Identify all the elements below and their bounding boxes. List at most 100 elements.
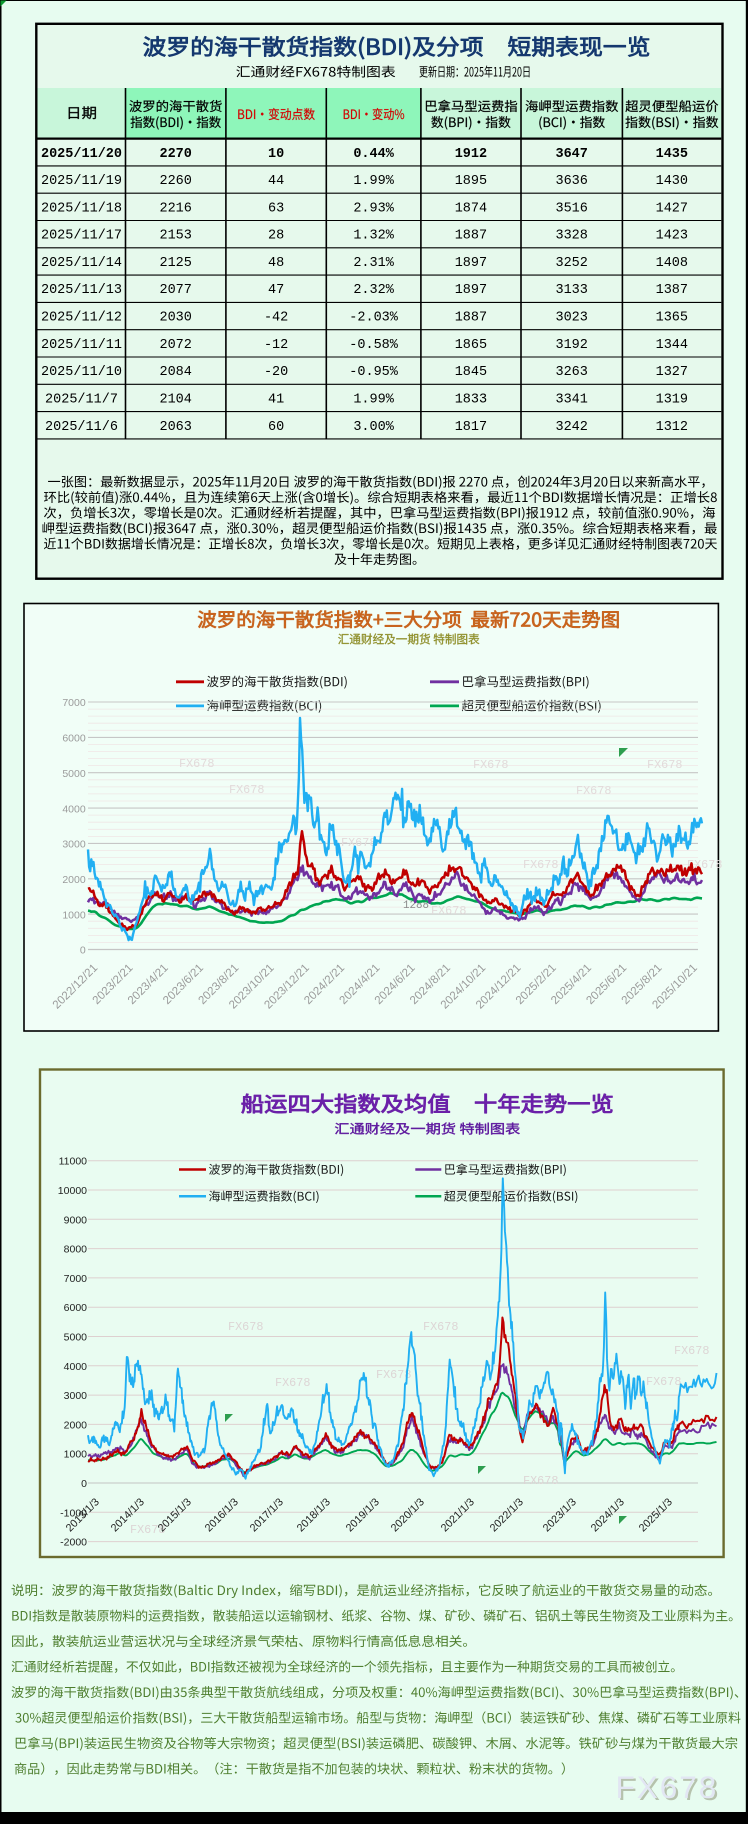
svg-text:1387: 1387 (656, 283, 688, 298)
svg-text:FX678: FX678 (431, 904, 466, 918)
svg-text:60: 60 (268, 420, 284, 435)
svg-text:1817: 1817 (455, 420, 487, 435)
svg-text:2025/11/13: 2025/11/13 (41, 283, 122, 298)
svg-text:10000: 10000 (58, 1185, 87, 1197)
svg-text:1887: 1887 (455, 311, 487, 326)
svg-text:FX678: FX678 (130, 1523, 165, 1537)
svg-text:3133: 3133 (555, 283, 587, 298)
svg-text:1912: 1912 (455, 147, 487, 162)
svg-text:3328: 3328 (555, 229, 587, 244)
svg-text:2000: 2000 (64, 1419, 88, 1431)
svg-text:3242: 3242 (555, 420, 587, 435)
svg-text:3341: 3341 (555, 392, 587, 407)
svg-text:3636: 3636 (555, 174, 587, 189)
svg-text:3647: 3647 (555, 147, 587, 162)
svg-text:-2000: -2000 (60, 1537, 87, 1549)
svg-text:0: 0 (81, 1478, 87, 1490)
svg-text:2260: 2260 (159, 174, 191, 189)
svg-text:2025/11/19: 2025/11/19 (41, 174, 122, 189)
svg-text:3192: 3192 (555, 338, 587, 353)
svg-text:0: 0 (80, 945, 86, 957)
svg-text:4000: 4000 (64, 1361, 88, 1373)
svg-text:-1000: -1000 (60, 1507, 87, 1519)
svg-text:3.00%: 3.00% (353, 420, 394, 435)
svg-text:7000: 7000 (62, 697, 86, 709)
svg-text:3252: 3252 (555, 256, 587, 271)
svg-text:FX678: FX678 (179, 757, 214, 771)
svg-text:63: 63 (268, 201, 284, 216)
svg-text:1312: 1312 (656, 420, 688, 435)
svg-text:1344: 1344 (656, 338, 688, 353)
svg-text:1.99%: 1.99% (353, 174, 394, 189)
svg-text:1319: 1319 (656, 392, 688, 407)
svg-text:2000: 2000 (62, 874, 86, 886)
svg-text:1288: 1288 (403, 900, 429, 912)
svg-text:-0.58%: -0.58% (349, 338, 399, 353)
svg-text:3516: 3516 (555, 201, 587, 216)
svg-text:48: 48 (268, 256, 284, 271)
svg-text:1000: 1000 (62, 909, 86, 921)
svg-text:44: 44 (268, 174, 284, 189)
svg-text:47: 47 (268, 283, 284, 298)
svg-text:2.32%: 2.32% (353, 283, 394, 298)
svg-text:FX678: FX678 (523, 858, 558, 872)
svg-text:FX678: FX678 (341, 836, 376, 850)
svg-text:1423: 1423 (656, 229, 688, 244)
svg-text:-0.95%: -0.95% (349, 365, 399, 380)
svg-text:FX678: FX678 (674, 1344, 709, 1358)
svg-text:1427: 1427 (656, 201, 688, 216)
svg-text:2072: 2072 (159, 338, 191, 353)
svg-text:8000: 8000 (64, 1244, 88, 1256)
svg-text:2025/11/10: 2025/11/10 (41, 365, 122, 380)
svg-text:1895: 1895 (455, 174, 487, 189)
svg-text:0.44%: 0.44% (353, 147, 394, 162)
svg-text:2025/11/6: 2025/11/6 (45, 420, 118, 435)
svg-text:2084: 2084 (159, 365, 191, 380)
svg-text:2025/11/20: 2025/11/20 (41, 147, 122, 162)
svg-text:2025/11/18: 2025/11/18 (41, 201, 122, 216)
svg-text:2.31%: 2.31% (353, 256, 394, 271)
svg-text:2216: 2216 (159, 201, 191, 216)
svg-text:2104: 2104 (159, 392, 191, 407)
svg-text:2125: 2125 (159, 256, 191, 271)
svg-text:FX678: FX678 (618, 1771, 721, 1807)
svg-text:-2.03%: -2.03% (349, 311, 399, 326)
svg-text:FX678: FX678 (229, 783, 264, 797)
svg-text:FX678: FX678 (523, 1474, 558, 1488)
svg-text:1865: 1865 (455, 338, 487, 353)
svg-text:1897: 1897 (455, 283, 487, 298)
svg-text:FX678: FX678 (616, 1769, 719, 1805)
svg-text:1.32%: 1.32% (353, 229, 394, 244)
svg-text:9000: 9000 (64, 1214, 88, 1226)
svg-text:FX678: FX678 (376, 1368, 411, 1382)
svg-text:1430: 1430 (656, 174, 688, 189)
svg-text:2153: 2153 (159, 229, 191, 244)
svg-text:3000: 3000 (64, 1390, 88, 1402)
svg-text:28: 28 (268, 229, 284, 244)
svg-text:2.93%: 2.93% (353, 201, 394, 216)
svg-text:1000: 1000 (64, 1449, 88, 1461)
svg-text:1408: 1408 (656, 256, 688, 271)
svg-text:FX678: FX678 (576, 784, 611, 798)
svg-text:2025/11/12: 2025/11/12 (41, 311, 122, 326)
svg-text:1365: 1365 (656, 311, 688, 326)
svg-text:5000: 5000 (64, 1332, 88, 1344)
svg-text:2025/11/11: 2025/11/11 (41, 338, 122, 353)
svg-text:FX678: FX678 (647, 758, 682, 772)
svg-text:1845: 1845 (455, 365, 487, 380)
svg-text:1874: 1874 (455, 201, 487, 216)
svg-text:3263: 3263 (555, 365, 587, 380)
svg-text:6000: 6000 (62, 733, 86, 745)
svg-text:7000: 7000 (64, 1273, 88, 1285)
svg-text:10: 10 (268, 147, 284, 162)
svg-text:-42: -42 (264, 311, 288, 326)
svg-text:1327: 1327 (656, 365, 688, 380)
svg-text:4000: 4000 (62, 803, 86, 815)
svg-text:1833: 1833 (455, 392, 487, 407)
svg-text:6000: 6000 (64, 1302, 88, 1314)
svg-text:5000: 5000 (62, 768, 86, 780)
svg-text:FX678: FX678 (646, 1375, 681, 1389)
svg-text:-20: -20 (264, 365, 288, 380)
svg-text:-12: -12 (264, 338, 288, 353)
svg-text:2270: 2270 (159, 147, 191, 162)
